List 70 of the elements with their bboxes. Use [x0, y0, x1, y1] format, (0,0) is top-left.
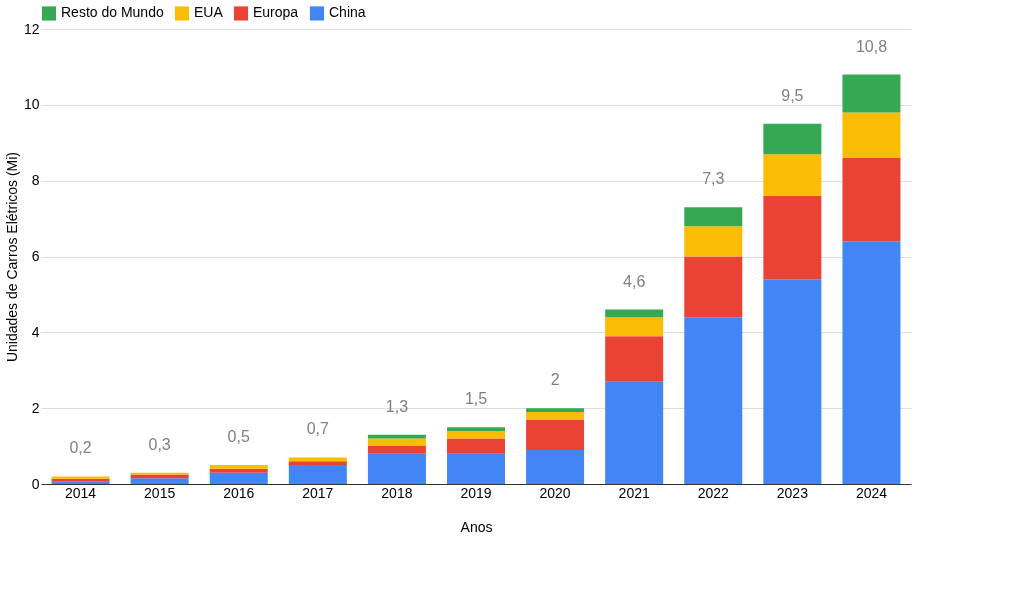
y-tick-label: 0 [31, 475, 40, 492]
total-label: 1,5 [464, 390, 488, 408]
bar [209, 472, 268, 484]
bar [684, 207, 743, 227]
bar [763, 195, 822, 280]
bar [526, 419, 585, 450]
bar [288, 461, 347, 466]
bar [447, 427, 505, 431]
bar [684, 256, 743, 318]
total-label: 1,3 [385, 397, 409, 415]
x-tick-label: 2024 [855, 484, 888, 501]
legend-label: EUA [194, 4, 224, 21]
bar [605, 309, 664, 318]
bar [288, 465, 347, 484]
bar [684, 317, 743, 484]
bar [367, 438, 426, 447]
bar [130, 478, 189, 484]
total-label: 7,3 [702, 170, 725, 188]
total-label: 0,3 [148, 435, 171, 453]
bar [605, 336, 664, 382]
x-tick-label: 2015 [144, 484, 176, 501]
x-tick-label: 2014 [64, 484, 97, 501]
y-tick-label: 8 [31, 172, 40, 189]
total-label: 0,2 [69, 439, 92, 457]
x-tick-label: 2023 [776, 484, 809, 501]
bar [842, 241, 901, 484]
x-tick-label: 2018 [381, 484, 413, 501]
y-tick-label: 2 [31, 399, 40, 416]
y-tick-label: 6 [31, 248, 40, 264]
bar [526, 408, 585, 412]
x-tick-label: 2016 [223, 484, 255, 501]
bar [447, 453, 505, 484]
bar [684, 226, 743, 257]
bar [526, 449, 585, 484]
bar [763, 123, 822, 155]
bar [605, 317, 664, 337]
legend-label: Europa [253, 4, 299, 21]
legend-label: China [329, 4, 366, 21]
y-tick-label: 12 [23, 20, 40, 37]
x-axis-title: Anos [460, 518, 493, 535]
bar [209, 465, 268, 469]
x-tick-label: 2021 [618, 484, 650, 501]
bar [605, 381, 664, 484]
total-label: 10,8 [855, 37, 888, 55]
legend-label: Resto do Mundo [61, 4, 164, 21]
bar [288, 457, 347, 462]
bar [763, 279, 822, 484]
bar [367, 434, 426, 439]
bar [842, 157, 901, 242]
bar [447, 438, 505, 454]
x-tick-label: 2020 [539, 484, 571, 501]
bar [209, 468, 268, 473]
total-label: 0,5 [227, 428, 250, 446]
bar [526, 411, 585, 420]
bar [842, 74, 901, 113]
x-tick-label: 2017 [302, 484, 334, 501]
y-tick-label: 10 [23, 96, 40, 113]
total-label: 4,6 [623, 272, 646, 290]
total-label: 2 [550, 371, 560, 389]
bar [447, 430, 505, 439]
total-label: 9,5 [781, 86, 804, 104]
y-tick-label: 4 [31, 323, 40, 340]
x-tick-label: 2022 [697, 484, 730, 501]
bar [367, 446, 426, 454]
total-label: 0,7 [306, 420, 330, 438]
x-tick-label: 2019 [460, 484, 492, 501]
y-axis-title: Unidades de Carros Elétricos (Mi) [3, 151, 20, 363]
bar [763, 154, 822, 196]
bar [367, 453, 426, 484]
bar [842, 112, 901, 158]
